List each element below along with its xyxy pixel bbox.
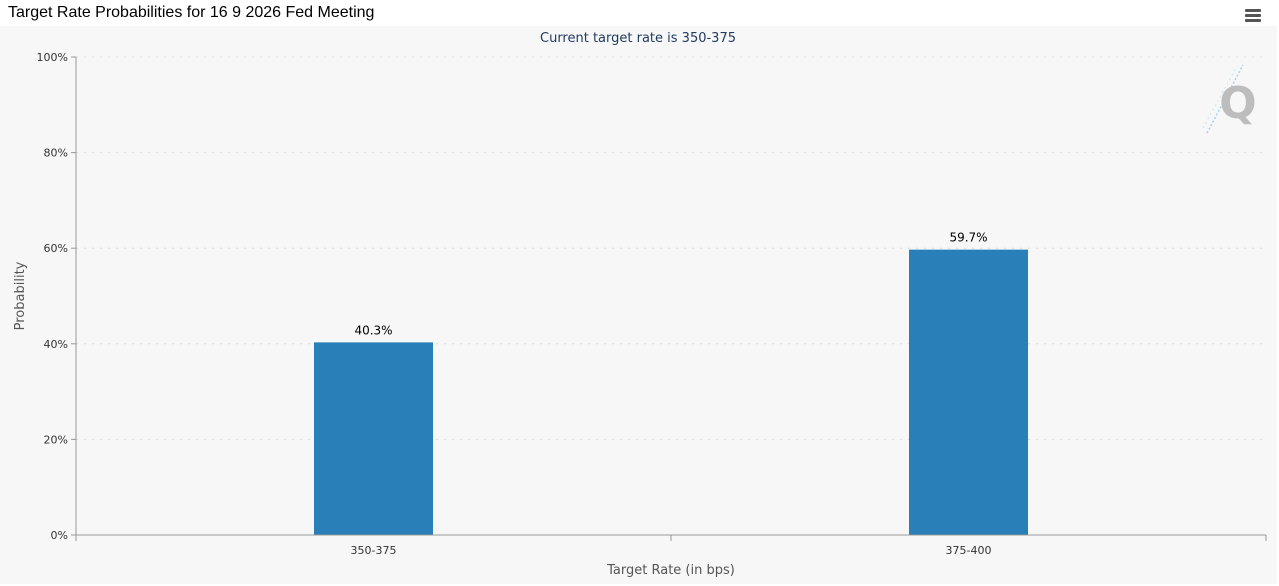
y-tick-label: 100% — [37, 51, 68, 64]
x-tick-label: 375-400 — [946, 544, 992, 557]
x-tick-label: 350-375 — [351, 544, 397, 557]
y-tick-label: 0% — [51, 529, 68, 542]
menu-line — [1245, 9, 1261, 12]
y-tick-label: 60% — [44, 242, 68, 255]
y-tick-label: 20% — [44, 433, 68, 446]
bars — [314, 249, 1028, 535]
gridlines — [76, 56, 1266, 440]
hamburger-menu-icon[interactable] — [1244, 9, 1262, 24]
x-axis-label: Target Rate (in bps) — [606, 563, 735, 578]
y-tick-label: 40% — [44, 338, 68, 351]
x-axis-ticks: 350-375 375-400 — [75, 535, 1267, 557]
bar — [909, 249, 1028, 535]
watermark-letter: Q — [1219, 78, 1256, 129]
chart-title: Target Rate Probabilities for 16 9 2026 … — [8, 4, 375, 21]
menu-line — [1245, 14, 1261, 17]
y-axis-label: Probability — [13, 261, 28, 330]
menu-line — [1245, 19, 1261, 22]
bar-value-label: 40.3% — [354, 323, 392, 337]
quikstrike-q-logo-icon: Q — [1202, 64, 1257, 134]
y-axis-ticks: 0% 20% 40% 60% 80% 100% — [37, 51, 76, 542]
bar — [314, 342, 433, 535]
data-labels: 40.3% 59.7% — [354, 231, 987, 338]
y-tick-label: 80% — [44, 147, 68, 160]
chart-subtitle: Current target rate is 350-375 — [540, 31, 736, 46]
bar-value-label: 59.7% — [949, 231, 987, 245]
chart-panel — [0, 26, 1277, 584]
